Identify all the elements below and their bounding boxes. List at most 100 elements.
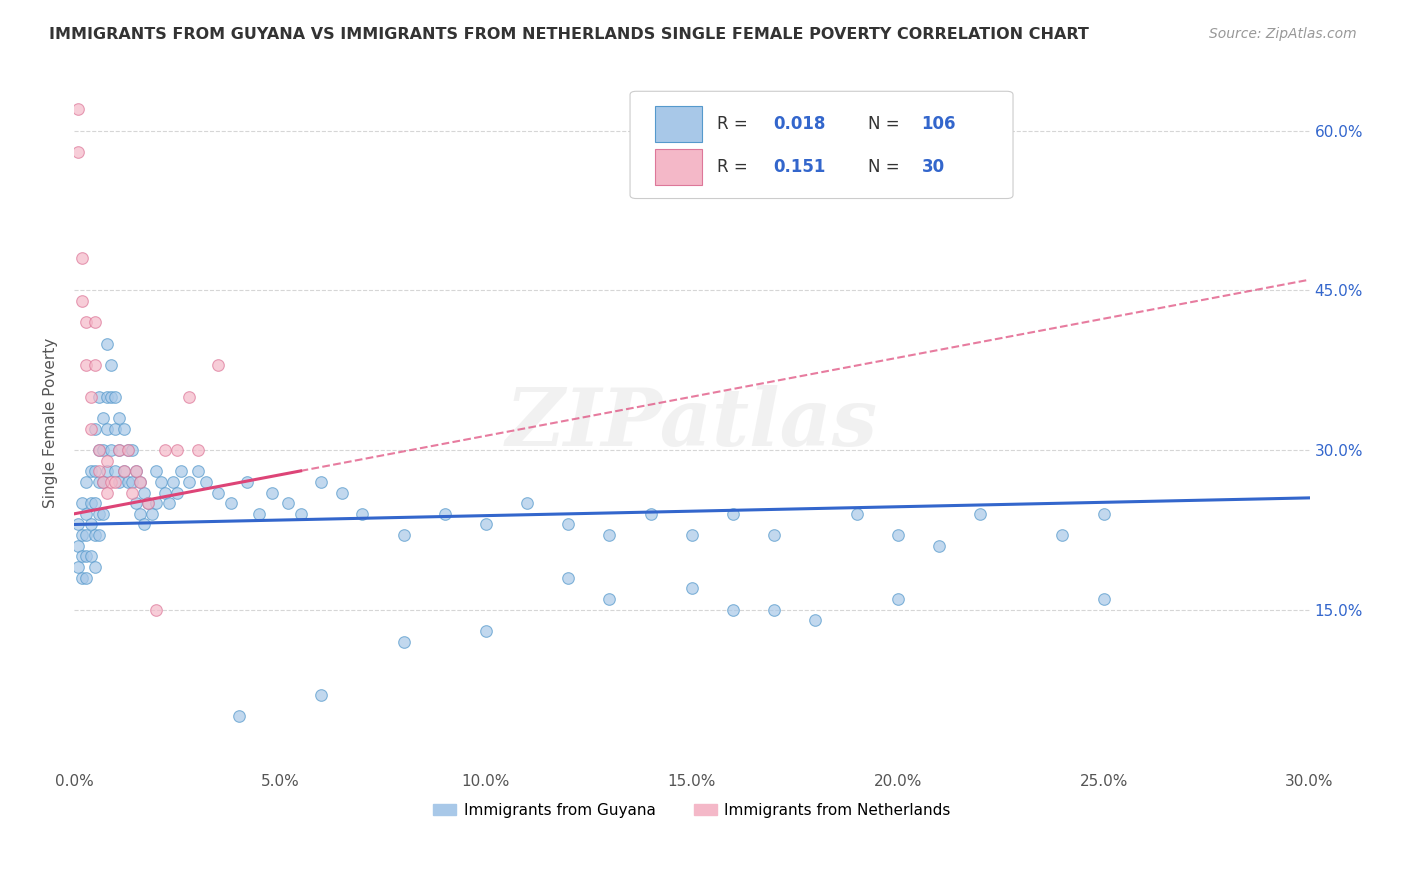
Point [112, 464, 135, 478]
Point [129, 475, 152, 489]
Point [330, 485, 353, 500]
Point [170, 464, 193, 478]
Point [83, 496, 105, 510]
Point [100, 390, 122, 404]
Point [87, 475, 110, 489]
Point [100, 358, 122, 372]
Point [557, 517, 579, 532]
Point [112, 422, 135, 436]
Point [129, 475, 152, 489]
Point [87, 442, 110, 457]
Point [112, 464, 135, 478]
Point [79, 390, 101, 404]
Text: Source: ZipAtlas.com: Source: ZipAtlas.com [1209, 27, 1357, 41]
Point [79, 517, 101, 532]
Point [125, 464, 148, 478]
Point [121, 475, 143, 489]
Point [207, 485, 229, 500]
Point [228, 709, 250, 723]
Point [187, 464, 209, 478]
Point [72, 528, 94, 542]
Point [886, 592, 908, 607]
Point [640, 507, 662, 521]
Point [87, 442, 110, 457]
Point [75, 528, 97, 542]
Point [108, 442, 131, 457]
Text: 30: 30 [921, 159, 945, 177]
Point [179, 390, 201, 404]
Point [277, 496, 299, 510]
Point [91, 507, 114, 521]
Text: R =: R = [717, 159, 747, 177]
Point [557, 571, 579, 585]
Point [516, 496, 538, 510]
Point [83, 422, 105, 436]
Point [681, 582, 703, 596]
Point [153, 485, 176, 500]
Point [79, 549, 101, 564]
Point [219, 496, 242, 510]
Point [475, 624, 498, 638]
Point [100, 475, 122, 489]
Point [67, 145, 90, 159]
Point [187, 442, 209, 457]
Point [87, 390, 110, 404]
Point [121, 442, 143, 457]
Point [125, 464, 148, 478]
Point [145, 602, 167, 616]
Point [845, 507, 868, 521]
Text: 106: 106 [921, 115, 956, 133]
Point [129, 507, 152, 521]
Point [392, 528, 415, 542]
Point [96, 422, 118, 436]
Point [392, 634, 415, 648]
Point [79, 464, 101, 478]
Point [145, 464, 167, 478]
Point [309, 475, 332, 489]
Point [87, 464, 110, 478]
Point [104, 475, 127, 489]
Point [75, 358, 97, 372]
Point [72, 496, 94, 510]
Point [72, 293, 94, 308]
Point [433, 507, 456, 521]
FancyBboxPatch shape [630, 91, 1012, 199]
Point [83, 315, 105, 329]
Point [136, 496, 159, 510]
Point [166, 442, 188, 457]
Point [166, 485, 188, 500]
Point [179, 475, 201, 489]
Point [75, 549, 97, 564]
Point [87, 507, 110, 521]
Point [763, 528, 786, 542]
Text: N =: N = [869, 115, 900, 133]
Point [72, 252, 94, 266]
Point [153, 442, 176, 457]
Legend: Immigrants from Guyana, Immigrants from Netherlands: Immigrants from Guyana, Immigrants from … [427, 797, 956, 824]
Text: 0.151: 0.151 [773, 159, 825, 177]
Point [91, 442, 114, 457]
Point [1052, 528, 1074, 542]
Point [121, 485, 143, 500]
Point [96, 453, 118, 467]
Point [145, 496, 167, 510]
Point [75, 315, 97, 329]
Point [149, 475, 172, 489]
Point [290, 507, 312, 521]
Point [67, 517, 90, 532]
Point [763, 602, 786, 616]
Point [75, 507, 97, 521]
Point [141, 507, 163, 521]
Point [247, 507, 270, 521]
Point [96, 464, 118, 478]
Point [928, 539, 950, 553]
Point [75, 571, 97, 585]
Y-axis label: Single Female Poverty: Single Female Poverty [44, 338, 58, 508]
Point [721, 602, 744, 616]
Point [352, 507, 374, 521]
Point [83, 358, 105, 372]
Point [108, 442, 131, 457]
Point [681, 528, 703, 542]
FancyBboxPatch shape [655, 106, 702, 142]
Text: 0.018: 0.018 [773, 115, 825, 133]
